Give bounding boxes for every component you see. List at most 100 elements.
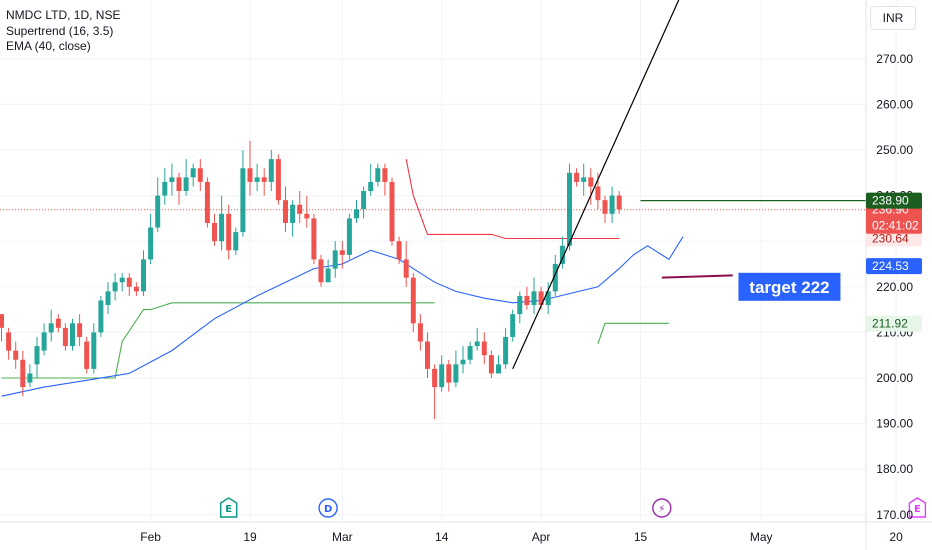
candle [148, 213, 154, 264]
candle [233, 227, 239, 255]
chart-grid [0, 0, 897, 522]
candle-body [609, 195, 615, 214]
supertrend-up-price-tag-bg [866, 315, 922, 332]
candle-body [304, 213, 310, 219]
time-tick-label: 20 [889, 530, 903, 544]
candle [318, 254, 324, 287]
ema-legend[interactable]: EMA (40, close) [6, 39, 91, 53]
candle-body [361, 191, 367, 210]
candle-body [155, 195, 161, 228]
event-icon-circle [318, 498, 338, 518]
candle [112, 273, 118, 301]
price-tick-label: 190.00 [876, 417, 913, 431]
candle-body [62, 327, 68, 347]
candle [240, 150, 246, 237]
candle-body [27, 373, 33, 383]
candle-body [13, 350, 19, 360]
time-axis: Feb19Mar14Apr15May20Jun [0, 521, 932, 544]
candle [425, 332, 430, 378]
time-tick-label: Feb [140, 530, 161, 544]
earnings-event-icon[interactable]: E [908, 497, 927, 518]
candle-body [354, 209, 359, 219]
candle-body [581, 177, 587, 182]
candle-body [105, 291, 111, 306]
candle-body [290, 204, 296, 223]
candle-body [588, 177, 594, 187]
candle-body [148, 227, 154, 260]
ema-line [1, 236, 684, 397]
candle [297, 191, 303, 223]
time-tick-label: 15 [634, 530, 648, 544]
symbol-title[interactable]: NMDC LTD, 1D, NSE [6, 8, 121, 22]
candle [162, 168, 168, 205]
candle [588, 168, 594, 205]
price-tick-label: 250.00 [876, 143, 913, 157]
candle [84, 336, 90, 374]
candle-body [119, 277, 125, 283]
supertrend-down-price-tag-text: 230.64 [872, 231, 909, 245]
candle-body [382, 168, 388, 182]
candle-body [439, 364, 445, 388]
candle-body [481, 341, 487, 356]
candle-body [91, 332, 97, 369]
candle [254, 163, 260, 192]
candle [48, 309, 54, 342]
candle [247, 140, 253, 196]
candle-body [453, 364, 459, 383]
candle [13, 341, 19, 369]
candle [474, 327, 480, 351]
candle-body [204, 181, 210, 223]
candle [62, 323, 68, 351]
supertrend-legend[interactable]: Supertrend (16, 3.5) [6, 23, 114, 38]
candle-body [247, 168, 253, 182]
candle [567, 163, 572, 251]
candle-body [6, 332, 12, 351]
split-event-icon[interactable]: ⚡ [652, 498, 672, 518]
event-icon-circle [652, 498, 672, 518]
candle-body [183, 177, 189, 192]
event-icon-letter: E [914, 504, 921, 515]
candle-body [488, 355, 494, 374]
price-line-tag-text: 238.90 [872, 194, 909, 208]
candle-body [55, 318, 61, 328]
price-tick-label: 170.00 [876, 508, 913, 522]
candle-body [169, 177, 175, 182]
ema-price-tag: 224.53 [866, 258, 922, 275]
candle-body [616, 195, 622, 210]
candle [510, 309, 516, 342]
ema-price-tag-text: 224.53 [872, 259, 909, 273]
candle [496, 355, 501, 374]
chart-legend: NMDC LTD, 1D, NSE Supertrend (16, 3.5) E… [6, 8, 120, 55]
price-line-tag-bg [866, 192, 922, 209]
candle [304, 195, 310, 228]
candle [126, 273, 132, 296]
supertrend-up-price-tag-text: 211.92 [872, 317, 908, 331]
dividend-event-icon[interactable]: D [318, 498, 338, 518]
supertrend-up-price-tag: 211.92 [866, 315, 922, 332]
price-tick-label: 200.00 [876, 371, 913, 385]
countdown-text: 02:41:02 [872, 219, 919, 233]
candle-body [126, 277, 132, 287]
currency-button[interactable]: INR [870, 6, 916, 30]
candle-body [212, 222, 217, 242]
candle [283, 186, 288, 233]
candle [439, 355, 445, 392]
candle [141, 250, 146, 296]
candle [91, 323, 97, 374]
time-tick-label: May [750, 530, 773, 544]
current-price-tag-bg [866, 201, 922, 234]
candle [361, 186, 367, 219]
candle [0, 314, 4, 342]
candle [219, 195, 225, 251]
candle [559, 236, 565, 269]
candle [467, 341, 473, 365]
target-label-box [738, 272, 841, 301]
earnings-event-icon[interactable]: E [220, 497, 238, 518]
candle [332, 241, 338, 278]
event-icon-letter: D [324, 504, 332, 515]
price-line-tag: 238.90 [866, 192, 922, 209]
candle-body [559, 245, 565, 264]
candle-body [496, 364, 501, 374]
candle [197, 159, 203, 192]
